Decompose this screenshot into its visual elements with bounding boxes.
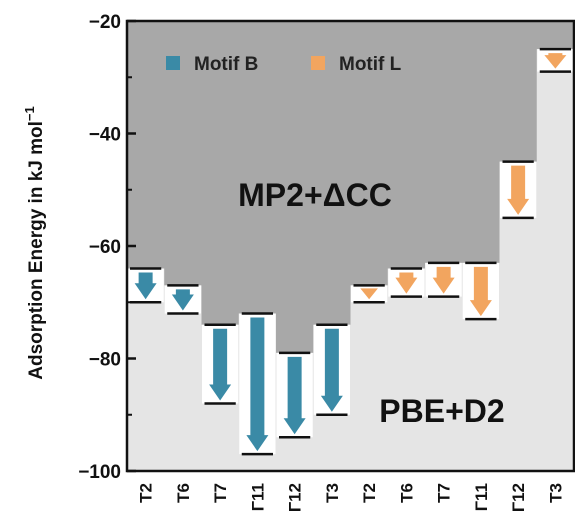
y-tick-label: −100 <box>78 462 121 483</box>
legend-label-motif-l: Motif L <box>339 54 402 75</box>
energy-arrow-motif-b-γ11 <box>246 317 269 452</box>
legend-swatch-motif-b <box>166 56 180 70</box>
x-tick-label: T6 <box>174 483 193 503</box>
y-tick-label: −40 <box>89 125 121 146</box>
energy-arrow-motif-l-t6 <box>395 272 418 294</box>
x-tick-label: T2 <box>137 483 156 503</box>
x-tick-label: Γ11 <box>472 483 491 511</box>
energy-arrow-motif-b-t6 <box>171 289 194 311</box>
y-axis-label: Adsorption Energy in kJ mol−1 <box>22 106 47 379</box>
mp2-dcc-region <box>127 21 574 353</box>
y-axis-label-unit-exponent: −1 <box>22 106 37 121</box>
y-axis-label-text: Adsorption Energy in kJ mol <box>26 121 47 380</box>
legend: Motif B Motif L <box>166 54 402 75</box>
energy-arrow-motif-l-t3 <box>544 53 567 69</box>
y-tick-label: −20 <box>89 12 121 33</box>
axes: −20 −40 −60 −80 −100 T2 T6 T7 Γ11 Γ12 T3 T2 T6 T7 Γ11 Γ… <box>78 12 575 512</box>
x-tick-label: T3 <box>323 483 342 503</box>
y-tick-label: −60 <box>89 237 121 258</box>
energy-arrow-motif-l-t7 <box>432 266 455 294</box>
energy-arrow-motif-b-t2 <box>134 272 157 300</box>
x-tick-label: Γ12 <box>286 483 305 512</box>
y-tick-label: −80 <box>89 350 121 371</box>
energy-arrow-motif-b-t7 <box>209 328 232 401</box>
energy-arrow-motif-l-t2 <box>360 288 378 300</box>
plot-area <box>127 21 574 471</box>
x-tick-label: T2 <box>360 483 379 503</box>
legend-swatch-motif-l <box>311 56 325 70</box>
energy-arrow-motif-b-γ12 <box>283 356 306 435</box>
energy-arrow-motif-l-γ12 <box>507 165 530 215</box>
legend-label-motif-b: Motif B <box>194 54 258 75</box>
x-tick-label: T7 <box>211 483 230 503</box>
region-label-lower: PBE+D2 <box>379 393 504 429</box>
energy-arrow-motif-l-γ11 <box>469 266 492 317</box>
x-tick-label: Γ12 <box>509 483 528 512</box>
region-label-upper: MP2+ΔCC <box>238 177 392 213</box>
x-tick-label: T3 <box>546 483 565 503</box>
x-tick-label: Γ11 <box>248 483 267 511</box>
x-tick-label: T7 <box>435 483 454 503</box>
x-tick-label: T6 <box>397 483 416 503</box>
energy-arrow-motif-b-t3 <box>320 328 343 412</box>
